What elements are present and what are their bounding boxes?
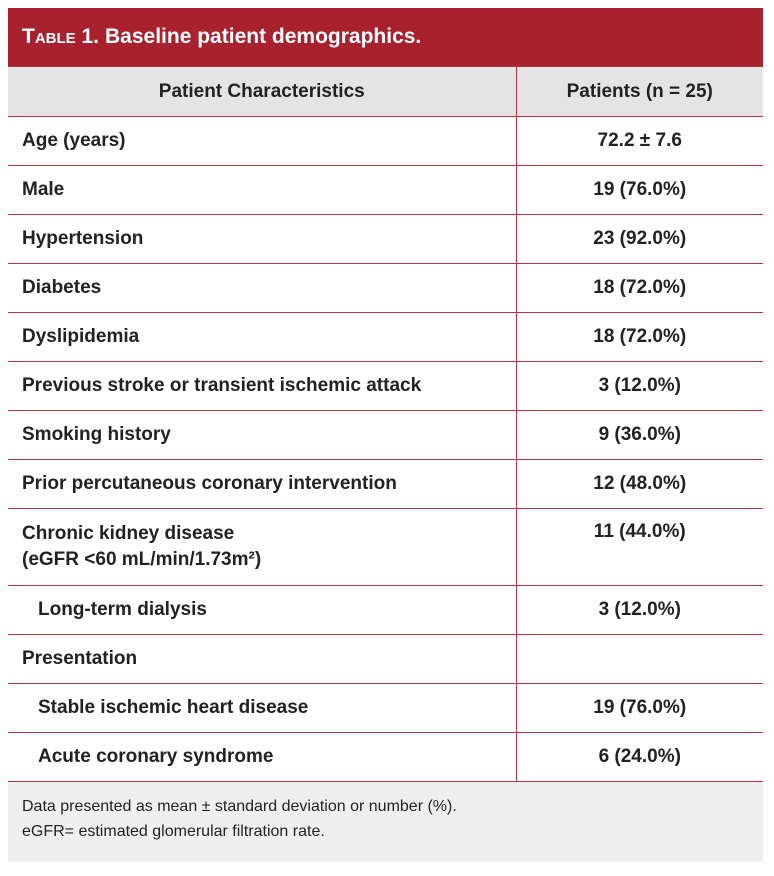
table-row: Dyslipidemia 18 (72.0%) [8, 312, 763, 362]
table-row: Male 19 (76.0%) [8, 165, 763, 215]
table-row: Prior percutaneous coronary intervention… [8, 459, 763, 509]
row-value: 6 (24.0%) [515, 732, 763, 782]
row-label: Smoking history [8, 410, 517, 460]
header-row: Patient Characteristics Patients (n = 25… [8, 66, 763, 117]
row-label: Prior percutaneous coronary intervention [8, 459, 517, 509]
table-row: Long-term dialysis 3 (12.0%) [8, 585, 763, 635]
row-value: 12 (48.0%) [515, 459, 763, 509]
row-label: Dyslipidemia [8, 312, 517, 362]
row-value: 3 (12.0%) [515, 361, 763, 411]
table-title: Baseline patient demographics. [105, 25, 422, 48]
table-row: Smoking history 9 (36.0%) [8, 410, 763, 460]
row-value: 19 (76.0%) [515, 683, 763, 733]
label-text: Dyslipidemia [22, 326, 140, 347]
row-label: Male [8, 165, 517, 215]
label-text: Stable ischemic heart disease [38, 697, 309, 718]
row-value: 9 (36.0%) [515, 410, 763, 460]
row-value: 3 (12.0%) [515, 585, 763, 635]
table-row: Acute coronary syndrome 6 (24.0%) [8, 732, 763, 782]
row-value: 18 (72.0%) [515, 312, 763, 362]
row-label: Stable ischemic heart disease [8, 683, 517, 733]
table-row: Chronic kidney disease (eGFR <60 mL/min/1… [8, 508, 763, 586]
header-cell: Patient Characteristics [8, 66, 517, 117]
header-cell: Patients (n = 25) [515, 66, 763, 117]
table-body: Age (years) 72.2 ± 7.6 Male 19 (76.0%) Hyper… [8, 116, 763, 782]
row-value: 19 (76.0%) [515, 165, 763, 215]
label-text: Prior percutaneous coronary intervention [22, 473, 397, 494]
row-label: Long-term dialysis [8, 585, 517, 635]
row-value: 18 (72.0%) [515, 263, 763, 313]
row-label: Hypertension [8, 214, 517, 264]
label-text: Diabetes [22, 277, 102, 298]
row-value: 23 (92.0%) [515, 214, 763, 264]
table-card: Table 1. Baseline patient demographics. P… [8, 8, 763, 862]
footnote-line: eGFR= estimated glomerular filtration ra… [22, 823, 325, 840]
label-line: Chronic kidney disease [22, 523, 235, 544]
row-label: Previous stroke or transient ischemic at… [8, 361, 517, 411]
table-label: Table 1. [22, 25, 100, 48]
row-label: Age (years) [8, 116, 517, 166]
label-text: Smoking history [22, 424, 171, 445]
label-text: Long-term dialysis [38, 599, 207, 620]
label-line: (eGFR <60 mL/min/1.73m²) [22, 549, 262, 570]
label-text: Previous stroke or transient ischemic at… [22, 375, 422, 396]
table-row: Presentation [8, 634, 763, 684]
table-row: Age (years) 72.2 ± 7.6 [8, 116, 763, 166]
row-value [515, 634, 763, 684]
table-row: Hypertension 23 (92.0%) [8, 214, 763, 264]
table: Patient Characteristics Patients (n = 25… [8, 66, 763, 782]
label-text: Acute coronary syndrome [38, 746, 274, 767]
title-bar: Table 1. Baseline patient demographics. [8, 8, 763, 66]
row-label: Diabetes [8, 263, 517, 313]
table-row: Stable ischemic heart disease 19 (76.0%) [8, 683, 763, 733]
row-label: Presentation [8, 634, 517, 684]
row-value: 11 (44.0%) [515, 508, 763, 586]
footnote-line: Data presented as mean ± standard deviat… [22, 798, 457, 815]
row-label: Chronic kidney disease (eGFR <60 mL/min/1… [8, 508, 517, 586]
footnote: Data presented as mean ± standard deviat… [8, 782, 763, 856]
table-row: Previous stroke or transient ischemic at… [8, 361, 763, 411]
label-text: Presentation [22, 648, 138, 669]
label-text: Age (years) [22, 130, 126, 151]
row-label: Acute coronary syndrome [8, 732, 517, 782]
row-value: 72.2 ± 7.6 [515, 116, 763, 166]
table-row: Diabetes 18 (72.0%) [8, 263, 763, 313]
label-text: Male [22, 179, 65, 200]
label-text: Hypertension [22, 228, 144, 249]
